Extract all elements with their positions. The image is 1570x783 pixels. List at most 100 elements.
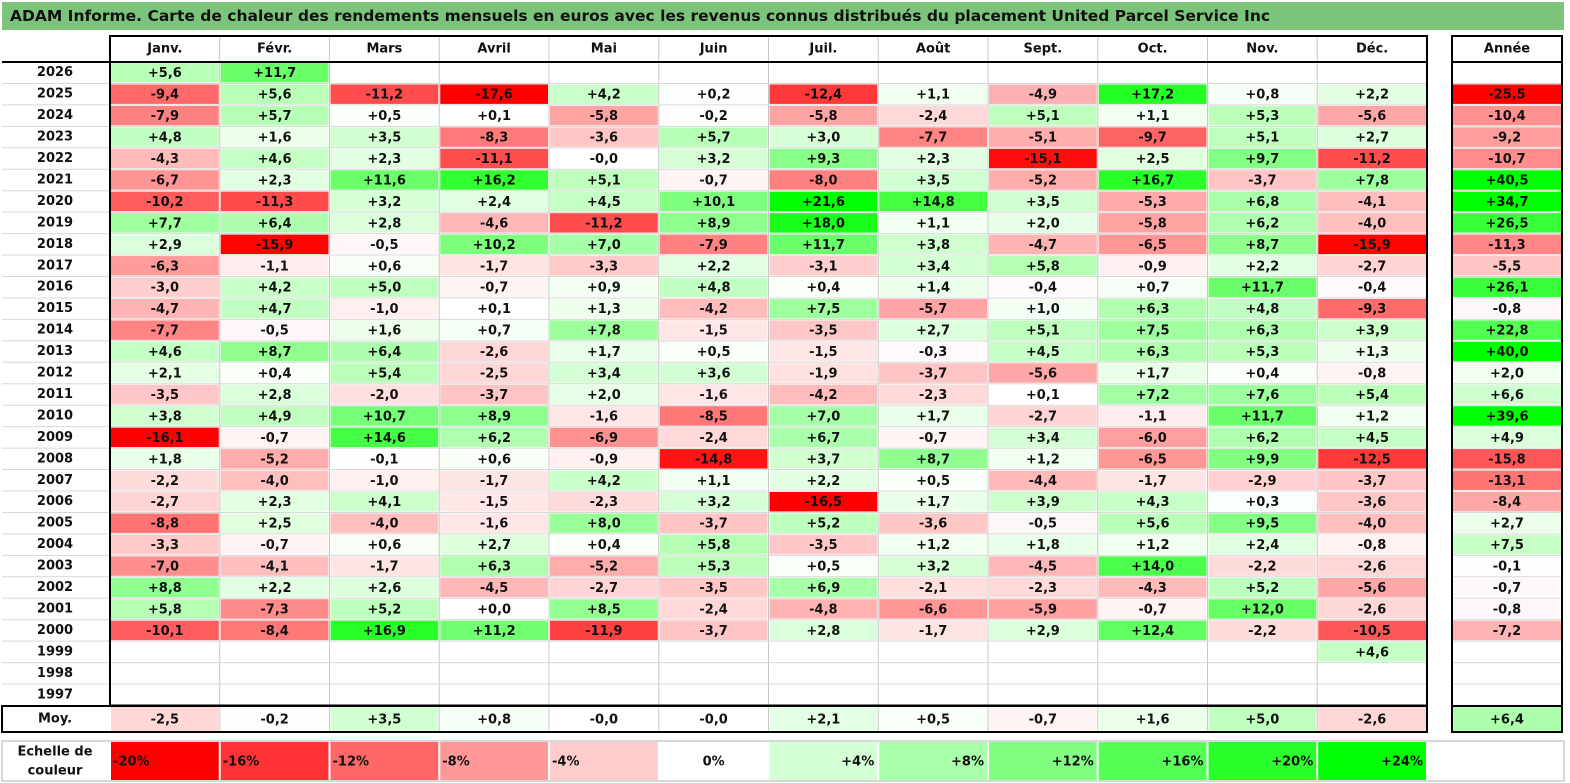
cell-value: -8,5 xyxy=(699,409,727,424)
cell-value: -8,0 xyxy=(809,173,837,188)
heatmap-cell xyxy=(989,470,1097,490)
month-header: Déc. xyxy=(1356,42,1388,57)
cell-value: -0,7 xyxy=(260,431,288,446)
cell-value: +2,0 xyxy=(1026,216,1060,231)
cell-value: +2,3 xyxy=(258,495,292,510)
cell-value: +6,3 xyxy=(477,560,511,575)
heatmap-cell xyxy=(1098,256,1207,276)
row-year-label: 2012 xyxy=(37,366,73,381)
heatmap-cell xyxy=(1208,620,1317,641)
heatmap-cell xyxy=(1098,105,1207,126)
cell-value: +1,3 xyxy=(587,302,621,317)
year-total-cell xyxy=(1453,148,1561,169)
heatmap-cell xyxy=(1098,384,1207,405)
heatmap-cell xyxy=(111,449,219,469)
cell-value: +3,2 xyxy=(916,560,950,575)
heatmap-cell xyxy=(550,363,658,383)
heatmap-cell xyxy=(769,256,878,276)
heatmap-cell xyxy=(1098,298,1207,319)
scale-value: +24% xyxy=(1381,755,1423,770)
heatmap-cell xyxy=(330,577,439,598)
cell-value: +12,4 xyxy=(1131,624,1174,639)
heatmap-cell xyxy=(989,384,1097,405)
cell-value: +7,2 xyxy=(1136,388,1170,403)
cell-value: +4,1 xyxy=(367,495,401,510)
heatmap-cell xyxy=(550,170,658,190)
heatmap-cell xyxy=(659,277,768,297)
cell-value: +3,7 xyxy=(806,452,840,467)
cell-value: +0,1 xyxy=(477,302,511,317)
cell-value: -2,6 xyxy=(1358,560,1386,575)
cell-value: +1,0 xyxy=(1026,302,1060,317)
heatmap-cell xyxy=(769,170,878,190)
heatmap-cell xyxy=(1208,492,1317,512)
heatmap-cell xyxy=(989,556,1097,576)
heatmap-cell xyxy=(1318,363,1426,383)
heatmap-cell xyxy=(989,298,1097,319)
heatmap-cell xyxy=(111,513,219,533)
heatmap-cell xyxy=(1208,256,1317,276)
cell-value: -5,7 xyxy=(919,302,947,317)
average-value: +2,1 xyxy=(806,713,840,728)
scale-swatch xyxy=(330,742,439,780)
heatmap-cell xyxy=(989,363,1097,383)
heatmap-cell xyxy=(659,127,768,147)
year-total-value: -25,5 xyxy=(1488,88,1525,103)
heatmap-cell xyxy=(1318,191,1426,212)
scale-swatch xyxy=(111,742,219,780)
cell-value: -11,9 xyxy=(585,624,622,639)
heatmap-cell xyxy=(440,148,548,169)
cell-value: +1,7 xyxy=(1136,367,1170,382)
row-year-label: 2022 xyxy=(37,151,73,166)
cell-value: -2,7 xyxy=(151,495,179,510)
heatmap-cell xyxy=(550,599,658,619)
cell-value: +0,5 xyxy=(806,560,840,575)
year-total-value: -10,4 xyxy=(1488,109,1525,124)
heatmap-cell xyxy=(879,384,987,405)
cell-value: -3,6 xyxy=(590,131,618,146)
heatmap-cell xyxy=(989,213,1097,233)
cell-value: -5,6 xyxy=(1358,581,1386,596)
cell-value: +6,2 xyxy=(1245,216,1279,231)
heatmap-cell xyxy=(220,84,329,104)
heatmap-cell xyxy=(111,277,219,297)
month-header: Nov. xyxy=(1246,42,1278,57)
heatmap-cell xyxy=(1318,213,1426,233)
heatmap-cell xyxy=(1318,148,1426,169)
cell-value: +5,2 xyxy=(367,602,401,617)
heatmap-cell xyxy=(1318,492,1426,512)
cell-value: -4,3 xyxy=(1138,581,1166,596)
heatmap-cell xyxy=(879,148,987,169)
year-total-value: +2,0 xyxy=(1490,367,1524,382)
scale-swatch xyxy=(659,742,768,780)
cell-value: +14,6 xyxy=(363,431,406,446)
heatmap-cell xyxy=(1208,363,1317,383)
heatmap-cell xyxy=(659,492,768,512)
cell-value: +1,7 xyxy=(587,345,621,360)
heatmap-cell xyxy=(659,213,768,233)
cell-value: +4,2 xyxy=(587,474,621,489)
cell-value: +11,6 xyxy=(363,173,406,188)
year-total-cell xyxy=(1453,492,1561,512)
heatmap-cell xyxy=(879,320,987,340)
cell-value: -2,1 xyxy=(919,581,947,596)
heatmap-cell xyxy=(330,363,439,383)
cell-value: +4,6 xyxy=(148,345,182,360)
cell-value: +8,0 xyxy=(587,517,621,532)
cell-value: -4,2 xyxy=(699,302,727,317)
cell-value: +5,8 xyxy=(1026,259,1060,274)
heatmap-cell xyxy=(440,492,548,512)
heatmap-cell xyxy=(1208,105,1317,126)
cell-value: +1,6 xyxy=(258,131,292,146)
year-total-cell xyxy=(1453,363,1561,383)
cell-value: +5,6 xyxy=(148,66,182,81)
heatmap-cell xyxy=(550,384,658,405)
heatmap-cell xyxy=(440,449,548,469)
heatmap-cell xyxy=(111,234,219,255)
cell-value: -3,7 xyxy=(699,624,727,639)
heatmap-cell xyxy=(659,256,768,276)
cell-value: -15,9 xyxy=(256,238,293,253)
cell-value: -1,6 xyxy=(590,409,618,424)
heatmap-cell xyxy=(440,170,548,190)
average-value: +5,0 xyxy=(1245,713,1279,728)
